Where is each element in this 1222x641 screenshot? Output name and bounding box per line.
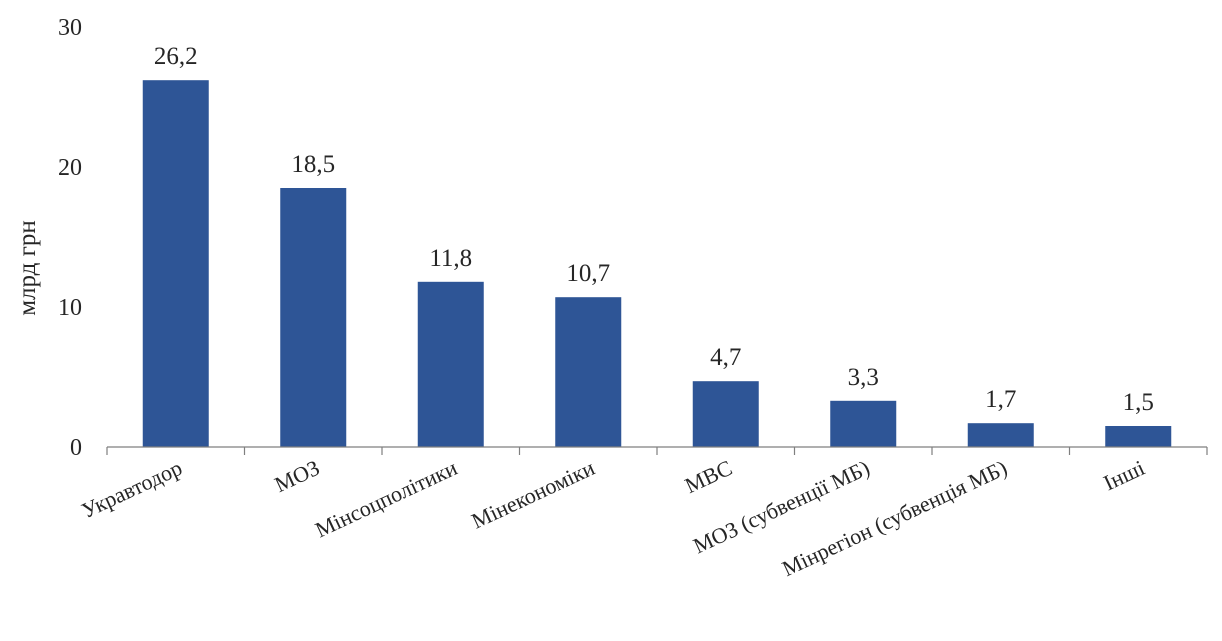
data-label: 18,5 (291, 151, 335, 178)
bar (280, 188, 347, 447)
bars (142, 80, 1172, 447)
y-tick-label: 30 (58, 15, 82, 41)
bar (417, 281, 484, 447)
category-label: Мінрегіон (субвенція МБ) (778, 455, 1011, 581)
y-tick-label: 20 (58, 155, 82, 181)
category-label: Мінсоцполітики (311, 455, 461, 543)
bar (967, 423, 1034, 447)
bar (830, 400, 897, 447)
category-label: МОЗ (271, 455, 324, 497)
data-labels: 26,2 18,5 11,8 10,7 4,7 3,3 1,7 1,5 (154, 43, 1154, 416)
data-label: 26,2 (154, 43, 198, 70)
bar (555, 297, 622, 447)
y-tick-label: 10 (58, 295, 82, 321)
category-label: Інші (1100, 455, 1149, 495)
category-label: Укравтодор (78, 455, 186, 523)
y-tick-label: 0 (70, 435, 82, 461)
bar (1105, 426, 1172, 447)
y-axis-title: млрд грн (14, 220, 41, 316)
data-label: 1,5 (1123, 389, 1154, 416)
category-label: МВС (681, 455, 736, 498)
data-label: 4,7 (710, 344, 741, 371)
data-label: 11,8 (429, 245, 472, 272)
y-axis: 0 10 20 30 (58, 15, 82, 461)
category-label: Мінекономіки (468, 455, 599, 534)
data-label: 3,3 (848, 364, 879, 391)
bar (692, 381, 759, 447)
data-label: 10,7 (566, 260, 610, 287)
data-label: 1,7 (985, 386, 1016, 413)
bar (142, 80, 209, 447)
